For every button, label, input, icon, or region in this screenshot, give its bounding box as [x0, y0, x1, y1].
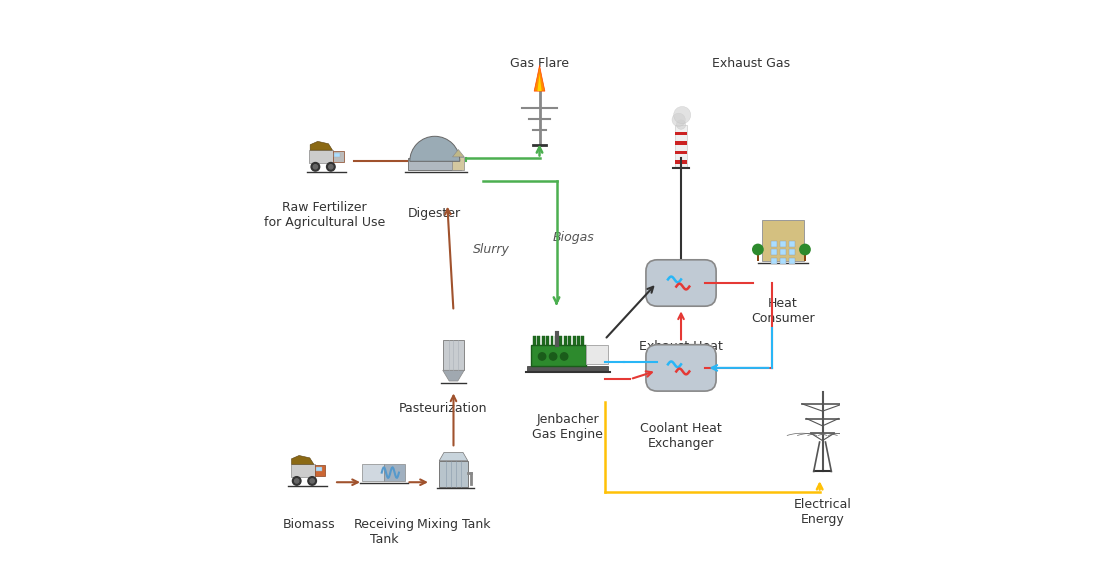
- FancyBboxPatch shape: [757, 252, 759, 261]
- Circle shape: [561, 353, 568, 360]
- Circle shape: [799, 243, 811, 255]
- FancyBboxPatch shape: [538, 336, 540, 345]
- Circle shape: [313, 165, 317, 169]
- FancyBboxPatch shape: [363, 464, 384, 481]
- FancyBboxPatch shape: [780, 241, 786, 247]
- Polygon shape: [292, 456, 314, 464]
- Polygon shape: [443, 370, 464, 381]
- Text: Biogas: Biogas: [553, 231, 594, 244]
- FancyBboxPatch shape: [453, 157, 464, 170]
- Circle shape: [326, 162, 335, 171]
- Circle shape: [293, 477, 301, 485]
- FancyBboxPatch shape: [290, 464, 315, 477]
- Circle shape: [550, 353, 556, 360]
- FancyBboxPatch shape: [581, 336, 584, 345]
- FancyBboxPatch shape: [443, 340, 464, 370]
- FancyBboxPatch shape: [789, 250, 795, 255]
- Circle shape: [677, 120, 686, 129]
- FancyBboxPatch shape: [771, 250, 777, 255]
- Text: Exhaust Gas: Exhaust Gas: [712, 57, 790, 70]
- Text: Raw Fertilizer
for Agricultural Use: Raw Fertilizer for Agricultural Use: [264, 201, 385, 229]
- FancyBboxPatch shape: [572, 336, 575, 345]
- FancyBboxPatch shape: [676, 160, 687, 164]
- Polygon shape: [311, 142, 333, 150]
- FancyBboxPatch shape: [762, 220, 804, 261]
- Polygon shape: [538, 74, 542, 91]
- Circle shape: [308, 477, 316, 485]
- Circle shape: [672, 113, 686, 126]
- FancyBboxPatch shape: [789, 241, 795, 247]
- FancyBboxPatch shape: [577, 336, 580, 345]
- FancyBboxPatch shape: [408, 158, 461, 170]
- Circle shape: [328, 165, 333, 169]
- FancyBboxPatch shape: [804, 252, 806, 261]
- FancyBboxPatch shape: [676, 141, 687, 145]
- FancyBboxPatch shape: [533, 336, 535, 345]
- Text: Heat
Consumer: Heat Consumer: [751, 297, 815, 325]
- FancyBboxPatch shape: [440, 461, 467, 487]
- FancyBboxPatch shape: [309, 150, 333, 163]
- Text: Receiving
Tank: Receiving Tank: [353, 518, 414, 546]
- FancyBboxPatch shape: [315, 465, 325, 476]
- FancyBboxPatch shape: [333, 151, 344, 162]
- FancyBboxPatch shape: [546, 336, 549, 345]
- FancyBboxPatch shape: [542, 336, 544, 345]
- FancyBboxPatch shape: [569, 336, 571, 345]
- FancyBboxPatch shape: [587, 345, 609, 364]
- FancyBboxPatch shape: [771, 241, 777, 247]
- Polygon shape: [440, 452, 467, 461]
- FancyBboxPatch shape: [646, 260, 716, 306]
- Text: Biomass: Biomass: [283, 518, 335, 531]
- Text: Jenbacher
Gas Engine: Jenbacher Gas Engine: [532, 413, 603, 441]
- Text: Digester: Digester: [408, 207, 462, 220]
- FancyBboxPatch shape: [551, 336, 553, 345]
- FancyBboxPatch shape: [780, 258, 786, 264]
- Circle shape: [312, 162, 319, 171]
- Polygon shape: [453, 149, 464, 157]
- FancyBboxPatch shape: [334, 153, 341, 157]
- Text: Slurry: Slurry: [473, 243, 510, 255]
- Circle shape: [752, 243, 764, 255]
- FancyBboxPatch shape: [560, 336, 562, 345]
- FancyBboxPatch shape: [316, 466, 322, 471]
- Circle shape: [311, 479, 314, 483]
- Text: Exhaust Heat
Exchanger: Exhaust Heat Exchanger: [639, 340, 723, 367]
- FancyBboxPatch shape: [676, 132, 687, 135]
- FancyBboxPatch shape: [384, 464, 405, 481]
- Text: Mixing Tank: Mixing Tank: [416, 518, 490, 531]
- FancyBboxPatch shape: [789, 258, 795, 264]
- Circle shape: [295, 479, 299, 483]
- Text: Gas Flare: Gas Flare: [510, 57, 569, 70]
- Text: Coolant Heat
Exchanger: Coolant Heat Exchanger: [640, 422, 722, 449]
- Circle shape: [539, 353, 545, 360]
- FancyBboxPatch shape: [564, 336, 567, 345]
- Text: Pasteurization: Pasteurization: [400, 402, 487, 415]
- Circle shape: [673, 106, 691, 123]
- Text: Electrical
Energy: Electrical Energy: [794, 498, 851, 526]
- FancyBboxPatch shape: [555, 336, 558, 345]
- Wedge shape: [410, 136, 460, 161]
- FancyBboxPatch shape: [676, 151, 687, 154]
- FancyBboxPatch shape: [531, 345, 587, 366]
- FancyBboxPatch shape: [676, 125, 687, 168]
- FancyBboxPatch shape: [646, 345, 716, 391]
- FancyBboxPatch shape: [771, 258, 777, 264]
- FancyBboxPatch shape: [528, 366, 609, 371]
- Polygon shape: [534, 65, 545, 91]
- FancyBboxPatch shape: [780, 250, 786, 255]
